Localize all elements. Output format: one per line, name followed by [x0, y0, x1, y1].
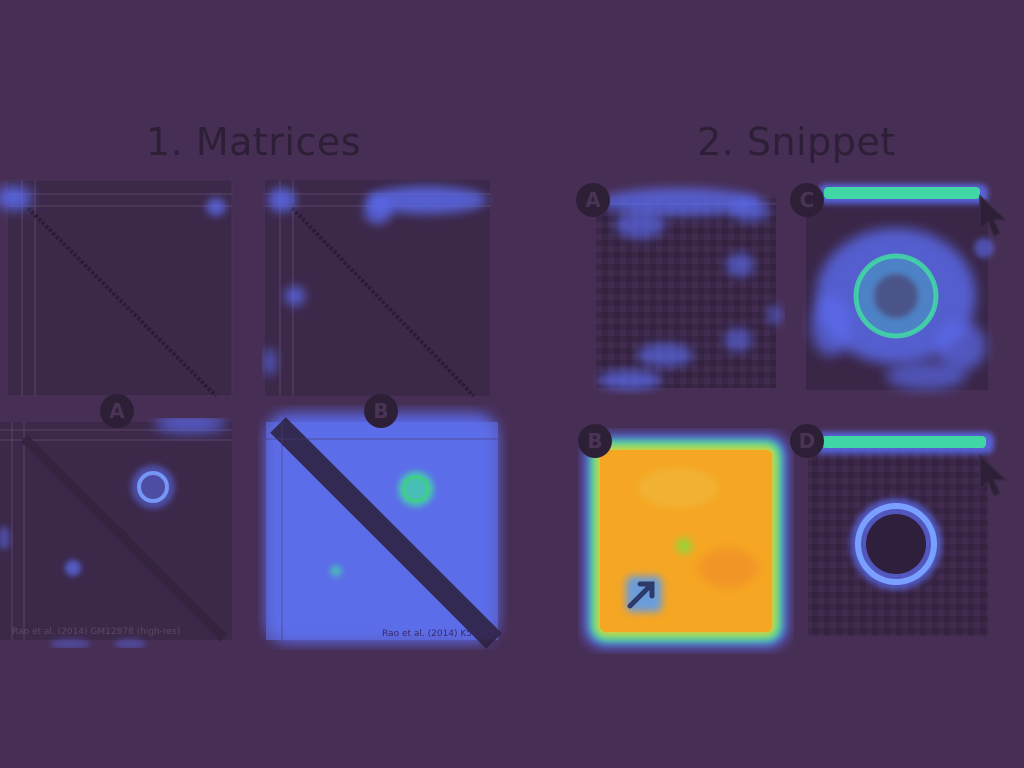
matrix-top-left[interactable] [0, 180, 235, 398]
snippet-a[interactable] [590, 180, 785, 395]
matrix-b[interactable]: Rao et al. (2014) K562 (R) [258, 405, 508, 650]
badge-snippet-c: C [790, 183, 824, 217]
snippet-d[interactable] [800, 424, 1010, 644]
snippet-c[interactable] [796, 176, 1006, 398]
matrix-a-citation: Rao et al. (2014) GM12878 (high-res) [12, 627, 181, 637]
badge-snippet-a: A [576, 183, 610, 217]
snippet-b[interactable] [578, 428, 794, 654]
badge-matrix-a: A [100, 394, 134, 428]
cursor-arrow-icon-2 [976, 454, 1012, 504]
matrix-top-right[interactable] [262, 180, 497, 398]
section-title-matrices: 1. Matrices [146, 120, 362, 164]
matrix-a[interactable]: Rao et al. (2014) GM12878 (high-res) [0, 418, 235, 648]
badge-matrix-b: B [364, 394, 398, 428]
matrix-b-citation: Rao et al. (2014) K562 (R) [382, 629, 500, 639]
cursor-arrow-icon [976, 194, 1012, 244]
badge-snippet-d: D [790, 424, 824, 458]
badge-snippet-b: B [578, 424, 612, 458]
section-title-snippet: 2. Snippet [697, 120, 896, 164]
